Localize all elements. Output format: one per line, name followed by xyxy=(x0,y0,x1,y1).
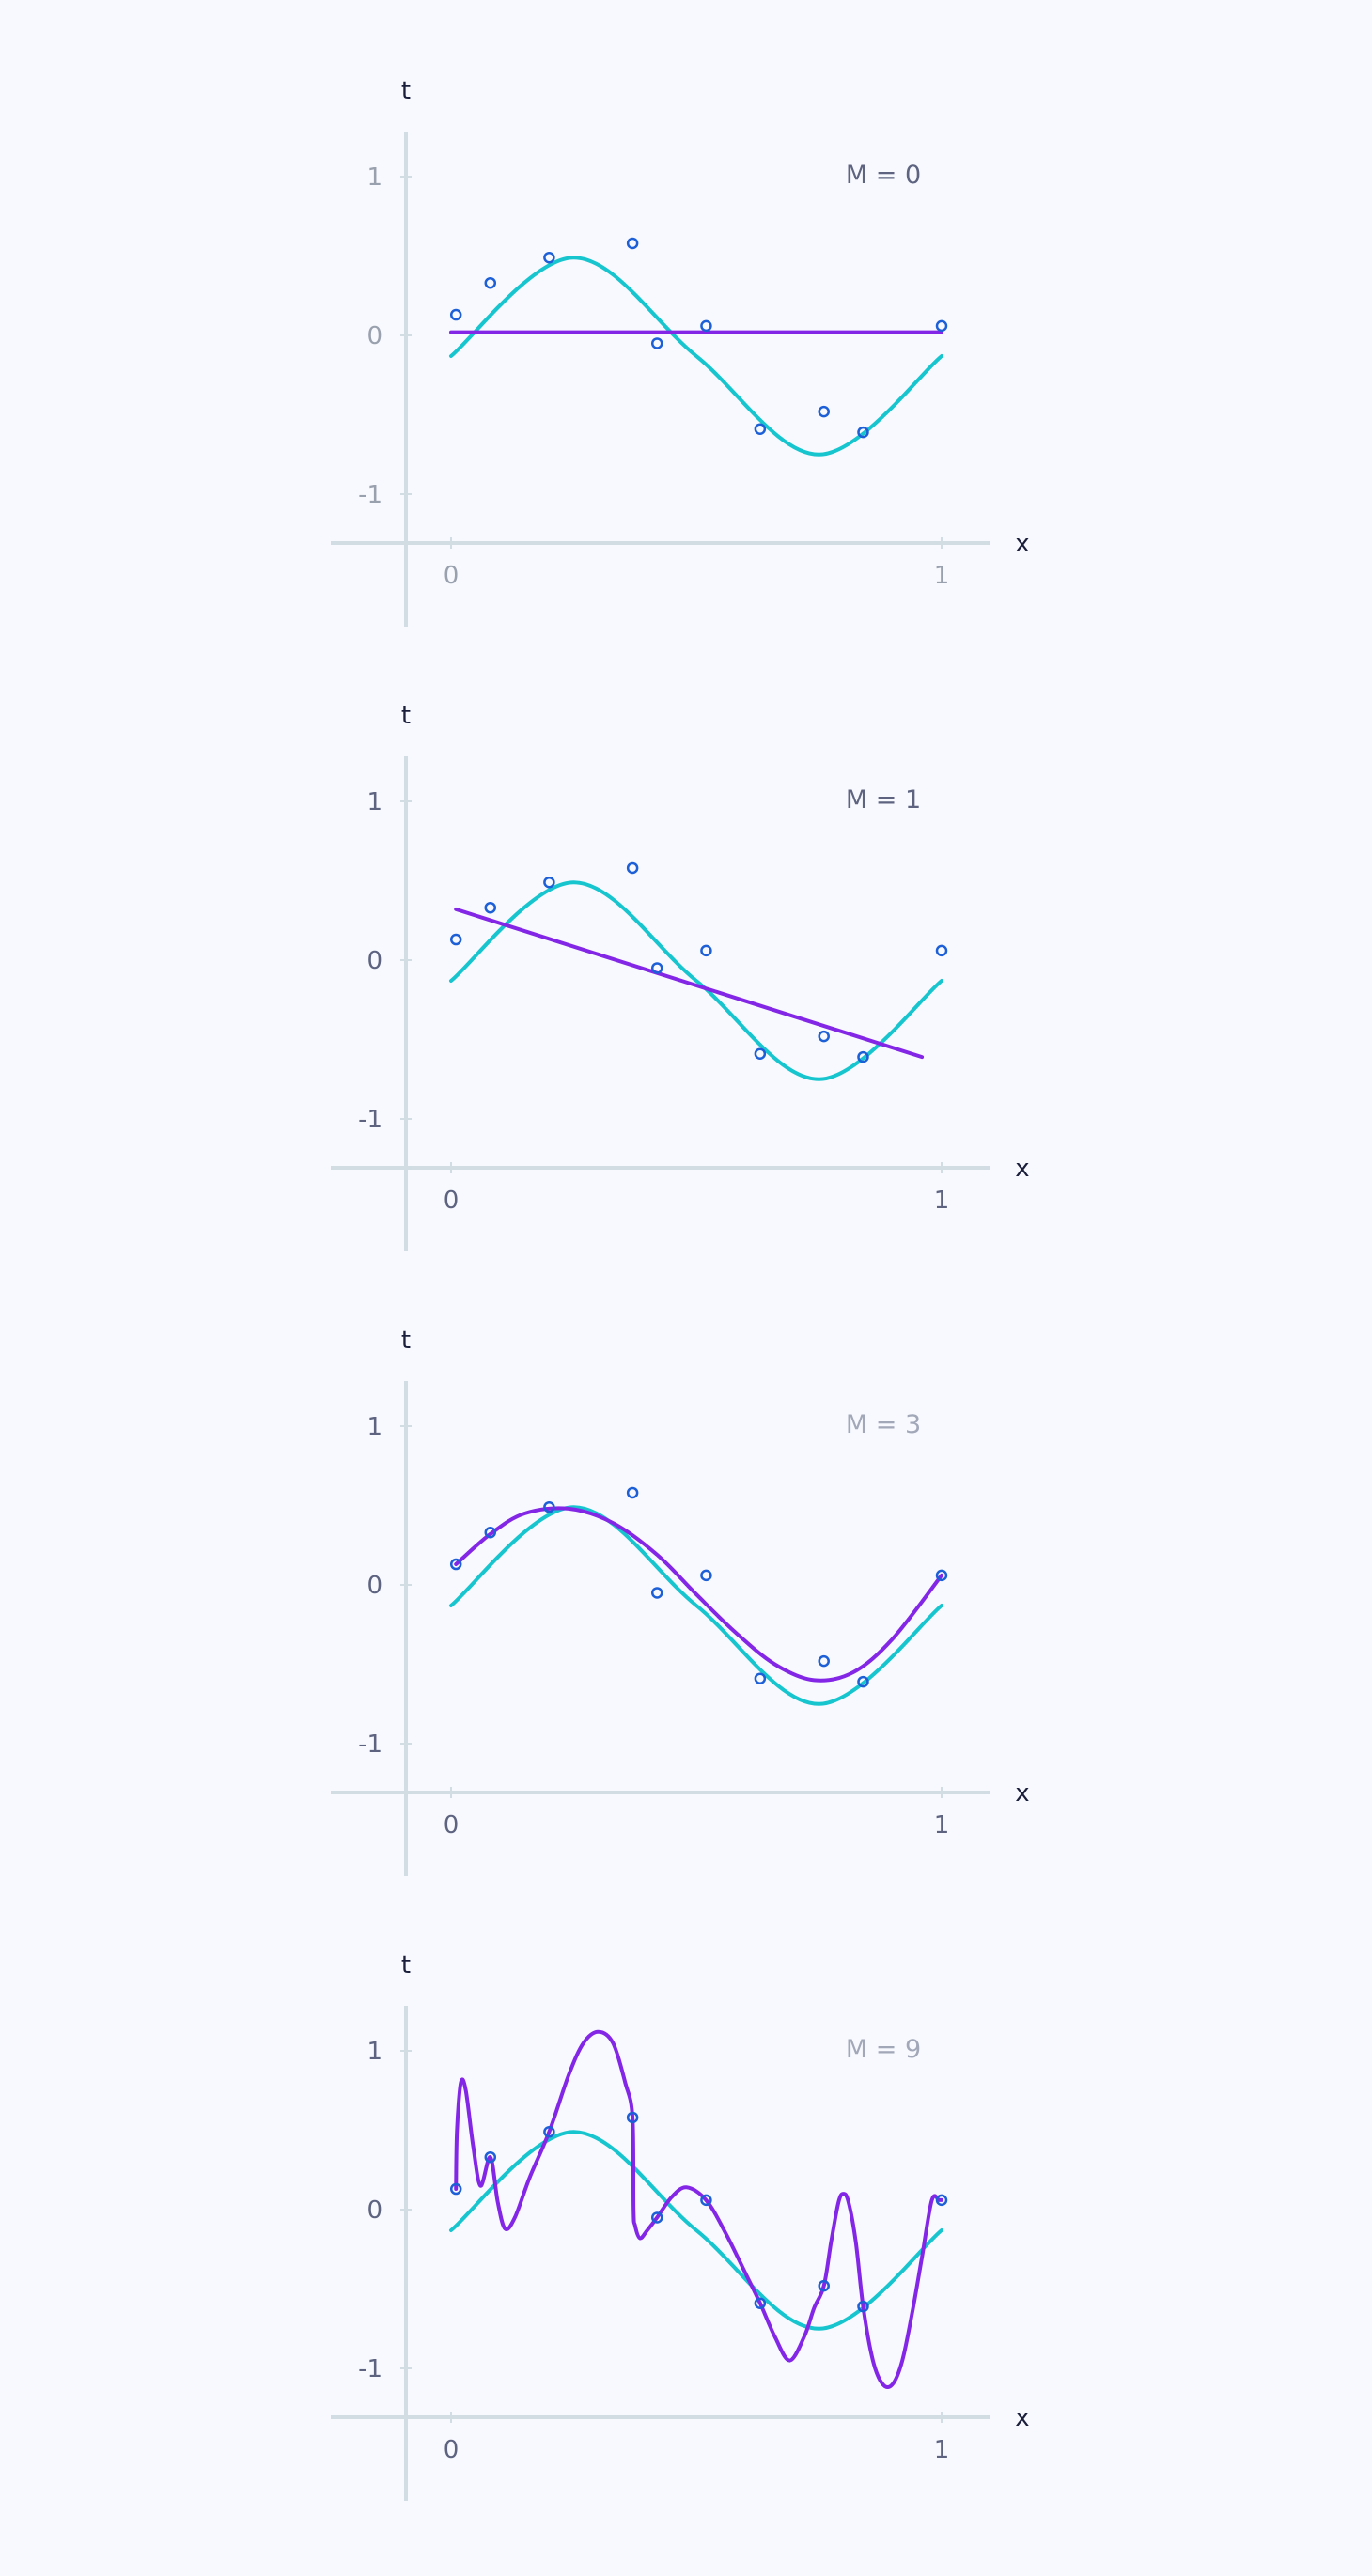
y-axis-label: t xyxy=(401,1327,411,1355)
data-point xyxy=(449,2182,462,2196)
chart-panel-3: t x 1 0 -1 0 1 M = 3 xyxy=(331,1327,1030,1876)
panel-title: M = 1 xyxy=(846,785,921,815)
data-point xyxy=(818,1030,830,1043)
data-point xyxy=(700,2194,712,2207)
data-point xyxy=(543,1500,555,1513)
y-tick-label: 1 xyxy=(366,163,382,192)
data-point xyxy=(754,423,767,435)
fitted-polynomial-curve xyxy=(454,2029,943,2390)
y-tick-label: -1 xyxy=(358,2355,382,2383)
x-tick-label: 1 xyxy=(934,1811,950,1839)
data-point xyxy=(626,1486,639,1499)
data-point xyxy=(626,2111,639,2124)
data-point xyxy=(543,251,555,264)
data-point xyxy=(818,1654,830,1668)
y-axis-label: t xyxy=(401,1951,411,1979)
y-axis-label: t xyxy=(401,702,411,730)
data-point xyxy=(700,319,712,333)
data-point xyxy=(935,2194,948,2207)
data-point xyxy=(626,861,639,875)
x-axis-label: x xyxy=(1015,1779,1029,1808)
y-tick-label: 1 xyxy=(366,2038,382,2066)
fitted-polynomial-curve xyxy=(454,907,925,1060)
y-axis-label: t xyxy=(401,77,411,105)
data-point xyxy=(543,876,555,889)
panel-title: M = 3 xyxy=(846,1410,921,1439)
data-point xyxy=(857,426,869,439)
y-tick-label: 0 xyxy=(366,1572,382,1600)
data-point xyxy=(700,944,712,957)
x-tick-label: 0 xyxy=(444,2436,460,2464)
y-tick-label: -1 xyxy=(358,1106,382,1134)
y-tick-label: 0 xyxy=(366,322,382,350)
data-point xyxy=(650,962,663,974)
x-tick-label: 0 xyxy=(444,1187,460,1215)
data-point xyxy=(818,405,830,418)
data-point xyxy=(449,933,462,946)
data-point xyxy=(935,319,948,333)
data-point xyxy=(484,276,497,289)
data-point xyxy=(857,2300,869,2313)
true-function-curve xyxy=(449,880,943,1081)
x-axis-label: x xyxy=(1015,1155,1029,1183)
true-function-curve xyxy=(449,256,943,457)
data-point xyxy=(449,1558,462,1571)
data-point xyxy=(650,1587,663,1599)
data-point xyxy=(650,2211,663,2224)
true-function-curve xyxy=(449,2130,943,2331)
data-point xyxy=(857,1050,869,1063)
data-point xyxy=(935,1569,948,1582)
x-tick-label: 1 xyxy=(934,2436,950,2464)
data-point xyxy=(543,2125,555,2138)
y-tick-label: 1 xyxy=(366,788,382,816)
fitted-polynomial-curve xyxy=(454,1506,943,1683)
x-tick-label: 1 xyxy=(934,1187,950,1215)
y-tick-label: -1 xyxy=(358,1730,382,1759)
x-tick-label: 0 xyxy=(444,1811,460,1839)
x-axis-label: x xyxy=(1015,2404,1029,2432)
data-point xyxy=(650,337,663,349)
data-point xyxy=(754,2297,767,2309)
y-tick-label: 0 xyxy=(366,2196,382,2225)
panel-title: M = 0 xyxy=(846,161,921,190)
panel-title: M = 9 xyxy=(846,2035,921,2064)
chart-panel-1: t x 1 0 -1 0 1 M = 0 xyxy=(331,77,1030,627)
x-axis-label: x xyxy=(1015,530,1029,558)
data-point xyxy=(818,2279,830,2292)
y-tick-label: 1 xyxy=(366,1413,382,1441)
chart-panel-4: t x 1 0 -1 0 1 M = 9 xyxy=(331,1951,1030,2501)
data-point xyxy=(484,901,497,914)
data-point xyxy=(626,237,639,250)
data-point xyxy=(700,1569,712,1582)
x-tick-label: 0 xyxy=(444,562,460,590)
x-tick-label: 1 xyxy=(934,562,950,590)
chart-panel-2: t x 1 0 -1 0 1 M = 1 xyxy=(331,702,1030,1251)
data-point xyxy=(484,2150,497,2164)
y-tick-label: 0 xyxy=(366,947,382,975)
data-point xyxy=(935,944,948,957)
data-point xyxy=(484,1526,497,1539)
y-tick-label: -1 xyxy=(358,481,382,509)
data-point xyxy=(754,1672,767,1684)
data-point xyxy=(449,308,462,321)
true-function-curve xyxy=(449,1505,943,1706)
data-point xyxy=(857,1675,869,1688)
data-point xyxy=(754,1047,767,1060)
